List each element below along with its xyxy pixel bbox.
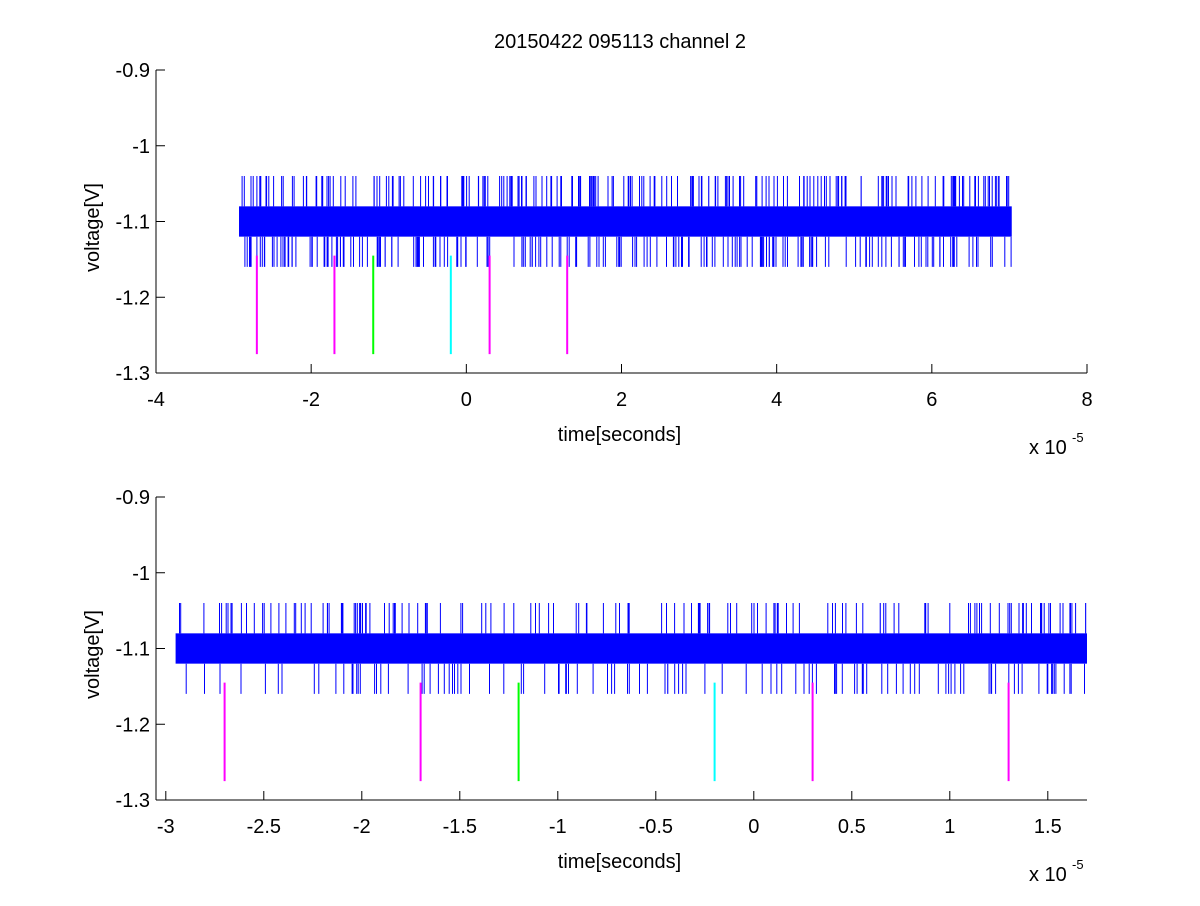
signal-band xyxy=(175,633,1088,664)
x-tick-label: -3 xyxy=(157,816,175,838)
x-exponent-power: -5 xyxy=(1072,430,1084,445)
y-tick-label: -1.2 xyxy=(116,287,150,309)
x-tick-label: 1.5 xyxy=(1034,816,1062,838)
x-exponent-label: x 10 xyxy=(1029,437,1067,459)
bottom-axes: -3 -2.5 -2 -1.5 -1 -0.5 0 0.5 1 1.5 -0.9 -1 -1.1 -1.2… xyxy=(82,487,1088,886)
x-tick-label: 0 xyxy=(461,389,472,411)
y-tick-label: -1.3 xyxy=(116,363,150,385)
y-tick-label: -1.3 xyxy=(116,790,150,812)
x-axis-label: time[seconds] xyxy=(558,424,681,446)
x-tick-label: 0.5 xyxy=(838,816,866,838)
y-tick-label: -1.1 xyxy=(116,212,150,234)
figure-title: 20150422 095113 channel 2 xyxy=(494,31,746,53)
y-tick-label: -0.9 xyxy=(116,487,150,509)
x-tick-label: 1 xyxy=(944,816,955,838)
y-tick-label: -1 xyxy=(132,136,150,158)
signal-spikes xyxy=(179,603,1087,694)
y-axis-label: voltage[V] xyxy=(82,183,104,272)
signal-spikes xyxy=(241,176,1012,267)
y-tick-label: -0.9 xyxy=(116,60,150,82)
x-exponent-power: -5 xyxy=(1072,857,1084,872)
x-tick-label: 6 xyxy=(926,389,937,411)
x-tick-label: 8 xyxy=(1081,389,1092,411)
x-tick-label: -2 xyxy=(302,389,320,411)
y-tick-label: -1.2 xyxy=(116,714,150,736)
signal-trace xyxy=(239,176,1012,267)
y-axis-label: voltage[V] xyxy=(82,610,104,699)
x-tick-label: -1 xyxy=(549,816,567,838)
x-tick-label: -4 xyxy=(147,389,165,411)
x-tick-label: 4 xyxy=(771,389,782,411)
y-tick-label: -1.1 xyxy=(116,639,150,661)
x-tick-label: -2.5 xyxy=(247,816,281,838)
x-tick-label: 0 xyxy=(748,816,759,838)
x-tick-label: -2 xyxy=(353,816,371,838)
signal-trace xyxy=(175,603,1088,694)
signal-band xyxy=(239,206,1012,237)
top-axes: -4 -2 0 2 4 6 8 -0.9 -1 -1.1 -1.2 -1.3 time[seconds]… xyxy=(82,60,1093,459)
x-tick-label: -0.5 xyxy=(639,816,673,838)
y-tick-label: -1 xyxy=(132,563,150,585)
x-axis-label: time[seconds] xyxy=(558,851,681,873)
x-exponent-label: x 10 xyxy=(1029,864,1067,886)
x-tick-label: -1.5 xyxy=(443,816,477,838)
x-tick-label: 2 xyxy=(616,389,627,411)
